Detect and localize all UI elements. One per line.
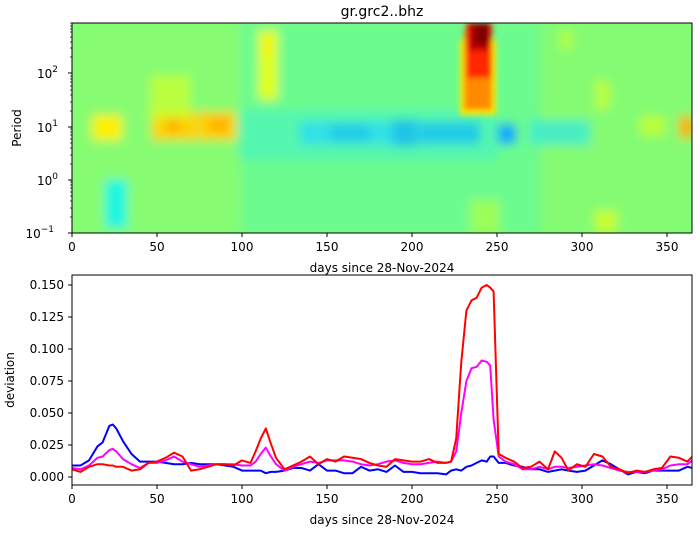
svg-text:50: 50 xyxy=(149,240,164,254)
svg-text:0: 0 xyxy=(68,240,76,254)
svg-text:0.000: 0.000 xyxy=(30,470,64,484)
series-red-line xyxy=(72,284,692,475)
svg-text:350: 350 xyxy=(656,240,679,254)
svg-text:150: 150 xyxy=(316,240,339,254)
svg-text:100: 100 xyxy=(231,492,254,506)
heatmap-x-label: days since 28-Nov-2024 xyxy=(310,261,455,275)
deviation-x-label: days since 28-Nov-2024 xyxy=(310,513,455,527)
svg-text:102: 102 xyxy=(37,65,58,81)
heatmap-x-axis: 0 50 100 150 200 250 300 350 xyxy=(68,233,678,254)
svg-text:300: 300 xyxy=(571,240,594,254)
deviation-frame xyxy=(71,274,693,486)
svg-text:100: 100 xyxy=(37,172,58,188)
series-magenta-line xyxy=(72,359,692,473)
svg-text:250: 250 xyxy=(486,240,509,254)
svg-text:0.075: 0.075 xyxy=(30,374,64,388)
heatmap-y-label: Period xyxy=(10,109,24,146)
deviation-y-label: deviation xyxy=(3,352,17,408)
svg-text:150: 150 xyxy=(316,492,339,506)
deviation-x-axis: 0 50 100 150 200 250 300 350 xyxy=(68,485,678,506)
series-blue-line xyxy=(72,423,692,476)
svg-text:10−1: 10−1 xyxy=(25,225,54,241)
svg-text:50: 50 xyxy=(149,492,164,506)
svg-text:200: 200 xyxy=(401,492,424,506)
heatmap-y-axis: 10−1 100 101 102 xyxy=(25,22,72,241)
svg-text:350: 350 xyxy=(656,492,679,506)
deviation-panel: 0 50 100 150 200 250 300 350 days since … xyxy=(3,274,693,527)
svg-text:250: 250 xyxy=(486,492,509,506)
svg-text:0: 0 xyxy=(68,492,76,506)
deviation-y-axis: 0.000 0.025 0.050 0.075 0.100 0.125 0.15… xyxy=(30,278,72,484)
svg-text:200: 200 xyxy=(401,240,424,254)
chart-title: gr.grc2..bhz xyxy=(341,4,424,20)
svg-text:0.125: 0.125 xyxy=(30,310,64,324)
svg-text:300: 300 xyxy=(571,492,594,506)
svg-text:0.100: 0.100 xyxy=(30,342,64,356)
heatmap-frame xyxy=(71,22,693,234)
svg-text:0.150: 0.150 xyxy=(30,278,64,292)
heatmap-image xyxy=(72,23,692,233)
svg-text:0.025: 0.025 xyxy=(30,438,64,452)
svg-text:101: 101 xyxy=(37,119,58,135)
svg-text:100: 100 xyxy=(231,240,254,254)
heatmap-panel: 0 50 100 150 200 250 300 350 days since … xyxy=(10,22,693,275)
svg-text:0.050: 0.050 xyxy=(30,406,64,420)
